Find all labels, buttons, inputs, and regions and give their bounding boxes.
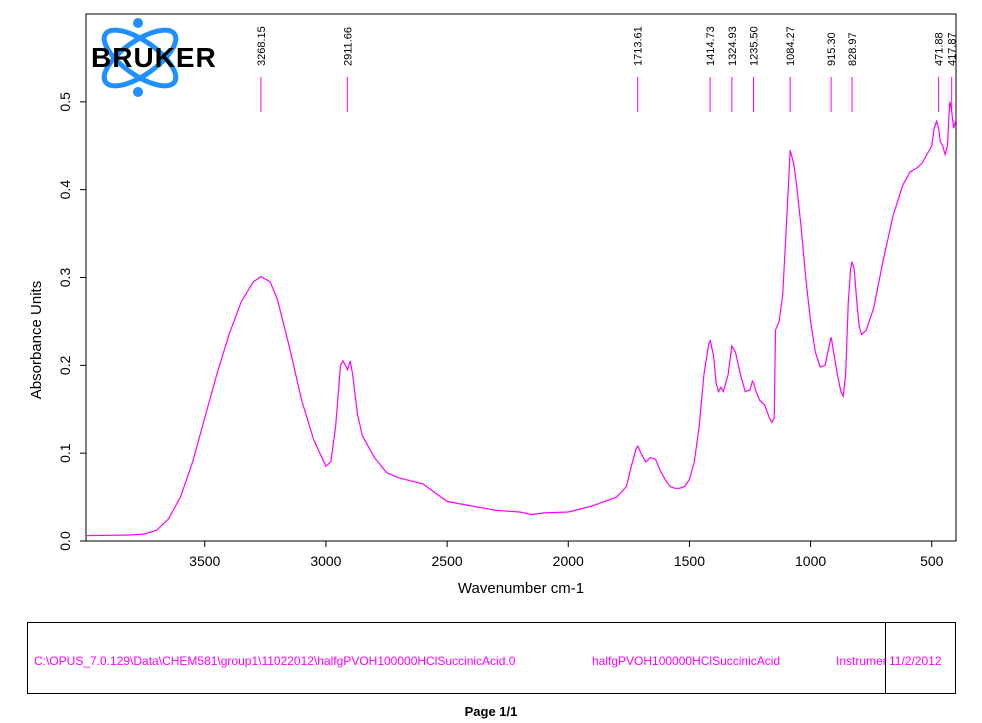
peak-markers: 3268.15 2911.66 1713.61 1414.73 1324.93 1235.… bbox=[256, 26, 959, 112]
y-axis: 0.0 0.1 0.2 0.3 0.4 0.5 bbox=[57, 92, 86, 551]
x-axis-label: Wavenumber cm-1 bbox=[458, 580, 584, 597]
x-tick-label: 3000 bbox=[310, 553, 341, 569]
y-tick-label: 0.3 bbox=[57, 268, 73, 288]
footer-info-box bbox=[27, 622, 956, 694]
peak-label: 1084.27 bbox=[785, 26, 797, 66]
x-tick-label: 2000 bbox=[553, 553, 584, 569]
x-tick-label: 3500 bbox=[189, 553, 220, 569]
sample-name: halfgPVOH100000HClSuccinicAcid bbox=[592, 654, 781, 668]
page-label: Page 1/1 bbox=[464, 704, 518, 719]
y-tick-label: 0.0 bbox=[57, 531, 73, 551]
x-tick-label: 2500 bbox=[432, 553, 463, 569]
measurement-date: 11/2/2012 bbox=[889, 654, 942, 668]
y-tick-label: 0.1 bbox=[57, 443, 73, 463]
peak-label: 2911.66 bbox=[342, 27, 354, 66]
peak-label: 1324.93 bbox=[727, 26, 739, 66]
atom-icon bbox=[101, 18, 179, 97]
file-path: C:\OPUS_7.0.129\Data\CHEM581\group1\1102… bbox=[34, 654, 516, 668]
x-axis: 3500 3000 2500 2000 1500 1000 500 bbox=[189, 541, 944, 569]
spectrum-plot: 0.0 0.1 0.2 0.3 0.4 0.5 3500 3000 2500 2000 1500 1… bbox=[28, 13, 959, 597]
x-tick-label: 1000 bbox=[795, 553, 826, 569]
logo-text: BRUKER bbox=[91, 42, 217, 73]
peak-label: 471.88 bbox=[934, 32, 946, 66]
instrument-label: Instrumer bbox=[836, 654, 887, 668]
peak-label: 3268.15 bbox=[256, 26, 268, 66]
peak-label: 1713.61 bbox=[633, 26, 645, 66]
peak-label: 417.87 bbox=[947, 32, 959, 66]
y-axis-label: Absorbance Units bbox=[28, 281, 45, 399]
y-tick-label: 0.5 bbox=[57, 92, 73, 112]
peak-label: 828.97 bbox=[847, 32, 859, 66]
y-tick-label: 0.4 bbox=[57, 180, 73, 200]
y-tick-label: 0.2 bbox=[57, 355, 73, 375]
spectrum-line bbox=[85, 101, 957, 537]
peak-label: 1235.50 bbox=[749, 26, 761, 66]
x-tick-label: 1500 bbox=[674, 553, 705, 569]
footer-divider bbox=[885, 622, 886, 694]
peak-label: 1414.73 bbox=[705, 26, 717, 66]
peak-label: 915.30 bbox=[826, 32, 838, 66]
x-tick-label: 500 bbox=[920, 553, 944, 569]
bruker-logo: BRUKER bbox=[86, 18, 238, 98]
